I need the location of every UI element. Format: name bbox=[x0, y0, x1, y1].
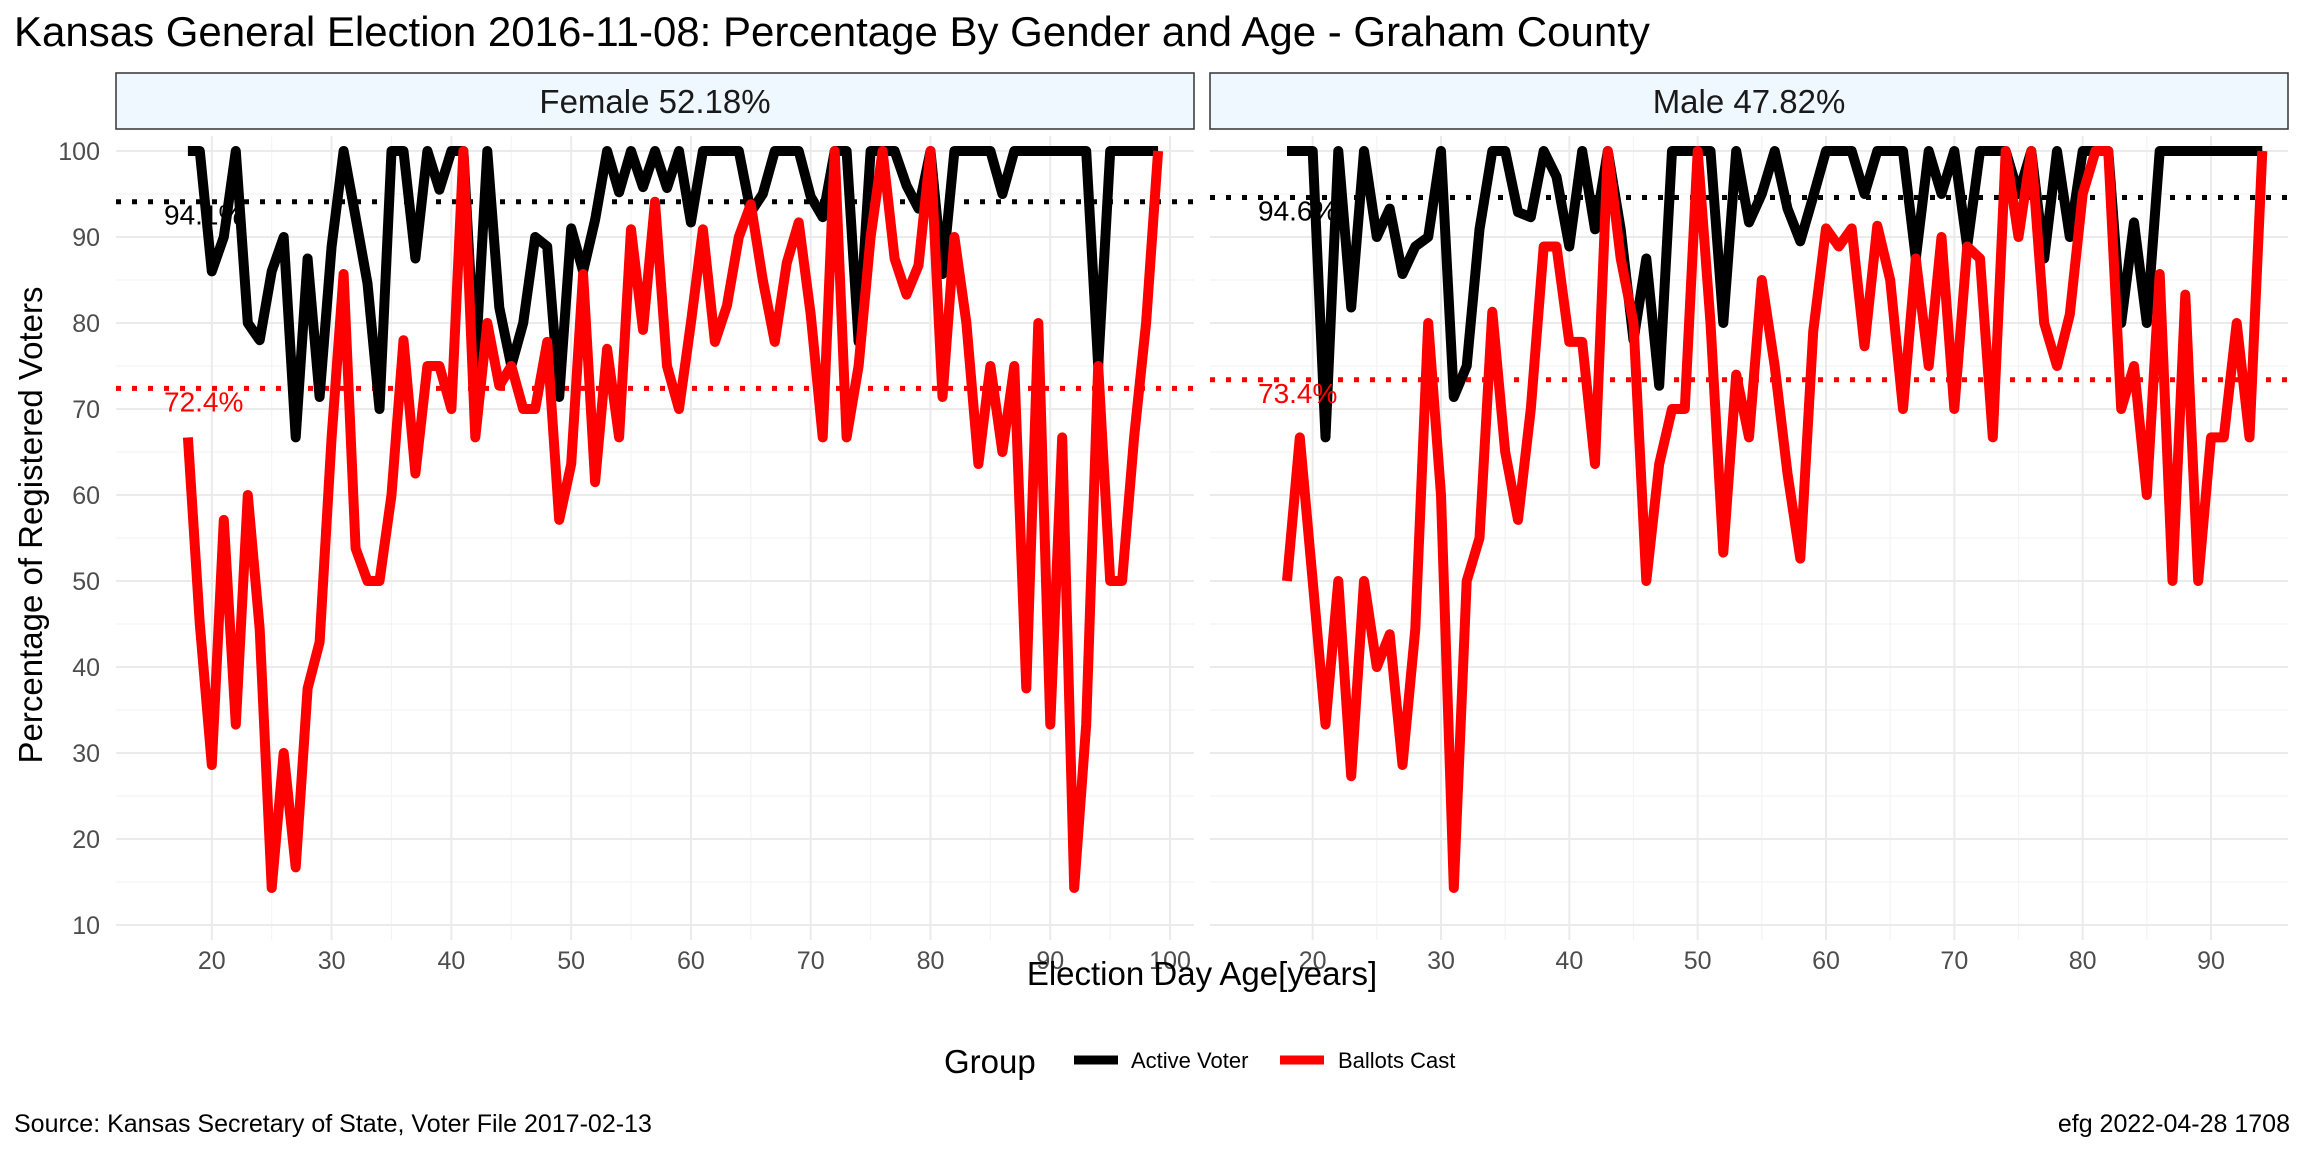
x-tick-label: 60 bbox=[677, 947, 705, 975]
x-tick-label: 40 bbox=[1555, 947, 1583, 975]
legend: Group Active Voter Ballots Cast bbox=[944, 1043, 1455, 1080]
x-tick-label: 70 bbox=[1940, 947, 1968, 975]
legend-label-active-voter: Active Voter bbox=[1131, 1048, 1248, 1073]
active-voter-reference-label: 94.1% bbox=[164, 200, 243, 231]
y-tick-label: 90 bbox=[72, 224, 100, 252]
y-tick-label: 100 bbox=[58, 138, 100, 166]
x-tick-label: 80 bbox=[2069, 947, 2097, 975]
ballots-cast-reference-label: 72.4% bbox=[164, 386, 243, 417]
active-voter-reference-label: 94.6% bbox=[1258, 195, 1337, 226]
x-axis-title: Election Day Age[years] bbox=[1027, 955, 1377, 992]
x-tick-label: 70 bbox=[797, 947, 825, 975]
x-tick-label: 90 bbox=[2197, 947, 2225, 975]
y-tick-label: 10 bbox=[72, 912, 100, 940]
x-tick-label: 50 bbox=[1684, 947, 1712, 975]
y-tick-label: 30 bbox=[72, 740, 100, 768]
legend-label-ballots-cast: Ballots Cast bbox=[1338, 1048, 1455, 1073]
y-tick-label: 60 bbox=[72, 482, 100, 510]
x-tick-label: 30 bbox=[318, 947, 346, 975]
ballots-cast-line bbox=[1287, 151, 2262, 888]
y-tick-label: 70 bbox=[72, 396, 100, 424]
source-caption: Source: Kansas Secretary of State, Voter… bbox=[14, 1110, 652, 1139]
facet-strip-label: Female 52.18% bbox=[539, 83, 770, 120]
y-tick-label: 50 bbox=[72, 568, 100, 596]
x-tick-label: 60 bbox=[1812, 947, 1840, 975]
author-caption: efg 2022-04-28 1708 bbox=[2058, 1110, 2290, 1139]
y-tick-label: 40 bbox=[72, 654, 100, 682]
y-tick-label: 20 bbox=[72, 826, 100, 854]
y-axis-title: Percentage of Registered Voters bbox=[12, 287, 49, 764]
ballots-cast-reference-label: 73.4% bbox=[1258, 378, 1337, 409]
x-tick-label: 80 bbox=[917, 947, 945, 975]
y-axis: 10 20 30 40 50 60 70 80 90 100 bbox=[58, 138, 100, 940]
facet-strip-label: Male 47.82% bbox=[1653, 83, 1846, 120]
panel-female: Female 52.18%20 30 40 50 60 70 80 90 10094.1%72.… bbox=[116, 73, 1194, 975]
x-tick-label: 30 bbox=[1427, 947, 1455, 975]
x-tick-label: 40 bbox=[437, 947, 465, 975]
x-tick-label: 50 bbox=[557, 947, 585, 975]
y-tick-label: 80 bbox=[72, 310, 100, 338]
legend-title: Group bbox=[944, 1043, 1036, 1080]
x-tick-label: 20 bbox=[198, 947, 226, 975]
